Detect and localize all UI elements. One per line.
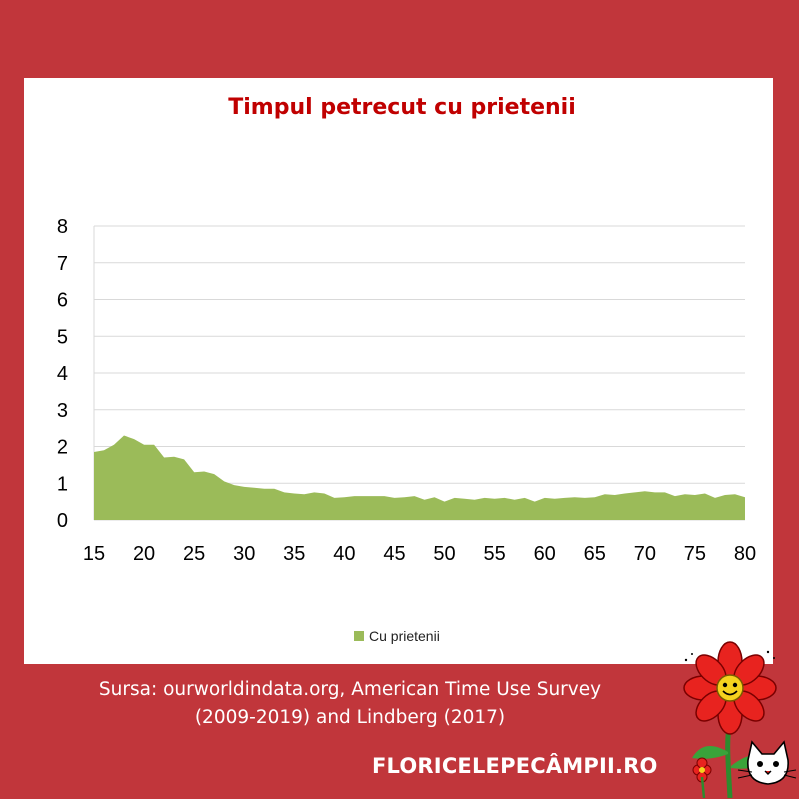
y-tick-label: 6 xyxy=(57,290,68,312)
site-name[interactable]: FLORICELEPECÂMPII.RO xyxy=(372,754,658,778)
source-line-2: (2009-2019) and Lindberg (2017) xyxy=(194,707,506,728)
x-tick-label: 20 xyxy=(133,543,155,565)
y-axis-ticks: 0 1 2 3 4 5 6 7 8 xyxy=(57,216,68,532)
y-tick-label: 8 xyxy=(57,216,68,238)
x-tick-label: 25 xyxy=(183,543,205,565)
x-tick-label: 55 xyxy=(483,543,505,565)
x-tick-label: 40 xyxy=(333,543,355,565)
x-tick-label: 30 xyxy=(233,543,255,565)
source-caption: Sursa: ourworldindata.org, American Time… xyxy=(30,676,670,732)
legend: Cu prietenii xyxy=(354,628,440,644)
y-tick-label: 5 xyxy=(57,326,68,348)
legend-label: Cu prietenii xyxy=(369,628,440,644)
source-line-1: Sursa: ourworldindata.org, American Time… xyxy=(98,679,602,700)
x-tick-label: 65 xyxy=(584,543,606,565)
legend-swatch xyxy=(354,631,364,641)
y-tick-label: 4 xyxy=(57,363,68,385)
y-tick-label: 0 xyxy=(57,510,68,532)
y-tick-label: 2 xyxy=(57,437,68,459)
x-tick-label: 75 xyxy=(684,543,706,565)
y-tick-label: 3 xyxy=(57,400,68,422)
x-tick-label: 60 xyxy=(534,543,556,565)
y-tick-label: 7 xyxy=(57,253,68,275)
x-tick-label: 50 xyxy=(433,543,455,565)
x-axis-ticks: 15 20 25 30 35 40 45 50 55 60 65 70 75 80 xyxy=(83,543,756,565)
x-tick-label: 15 xyxy=(83,543,105,565)
y-tick-label: 1 xyxy=(57,473,68,495)
x-tick-label: 80 xyxy=(734,543,756,565)
area-series xyxy=(94,435,745,520)
area-series-cu-prietenii xyxy=(94,435,745,520)
chart-title: Timpul petrecut cu prietenii xyxy=(228,95,576,120)
x-tick-label: 70 xyxy=(634,543,656,565)
x-tick-label: 35 xyxy=(283,543,305,565)
x-tick-label: 45 xyxy=(383,543,405,565)
flower-cat-logo xyxy=(683,641,797,799)
